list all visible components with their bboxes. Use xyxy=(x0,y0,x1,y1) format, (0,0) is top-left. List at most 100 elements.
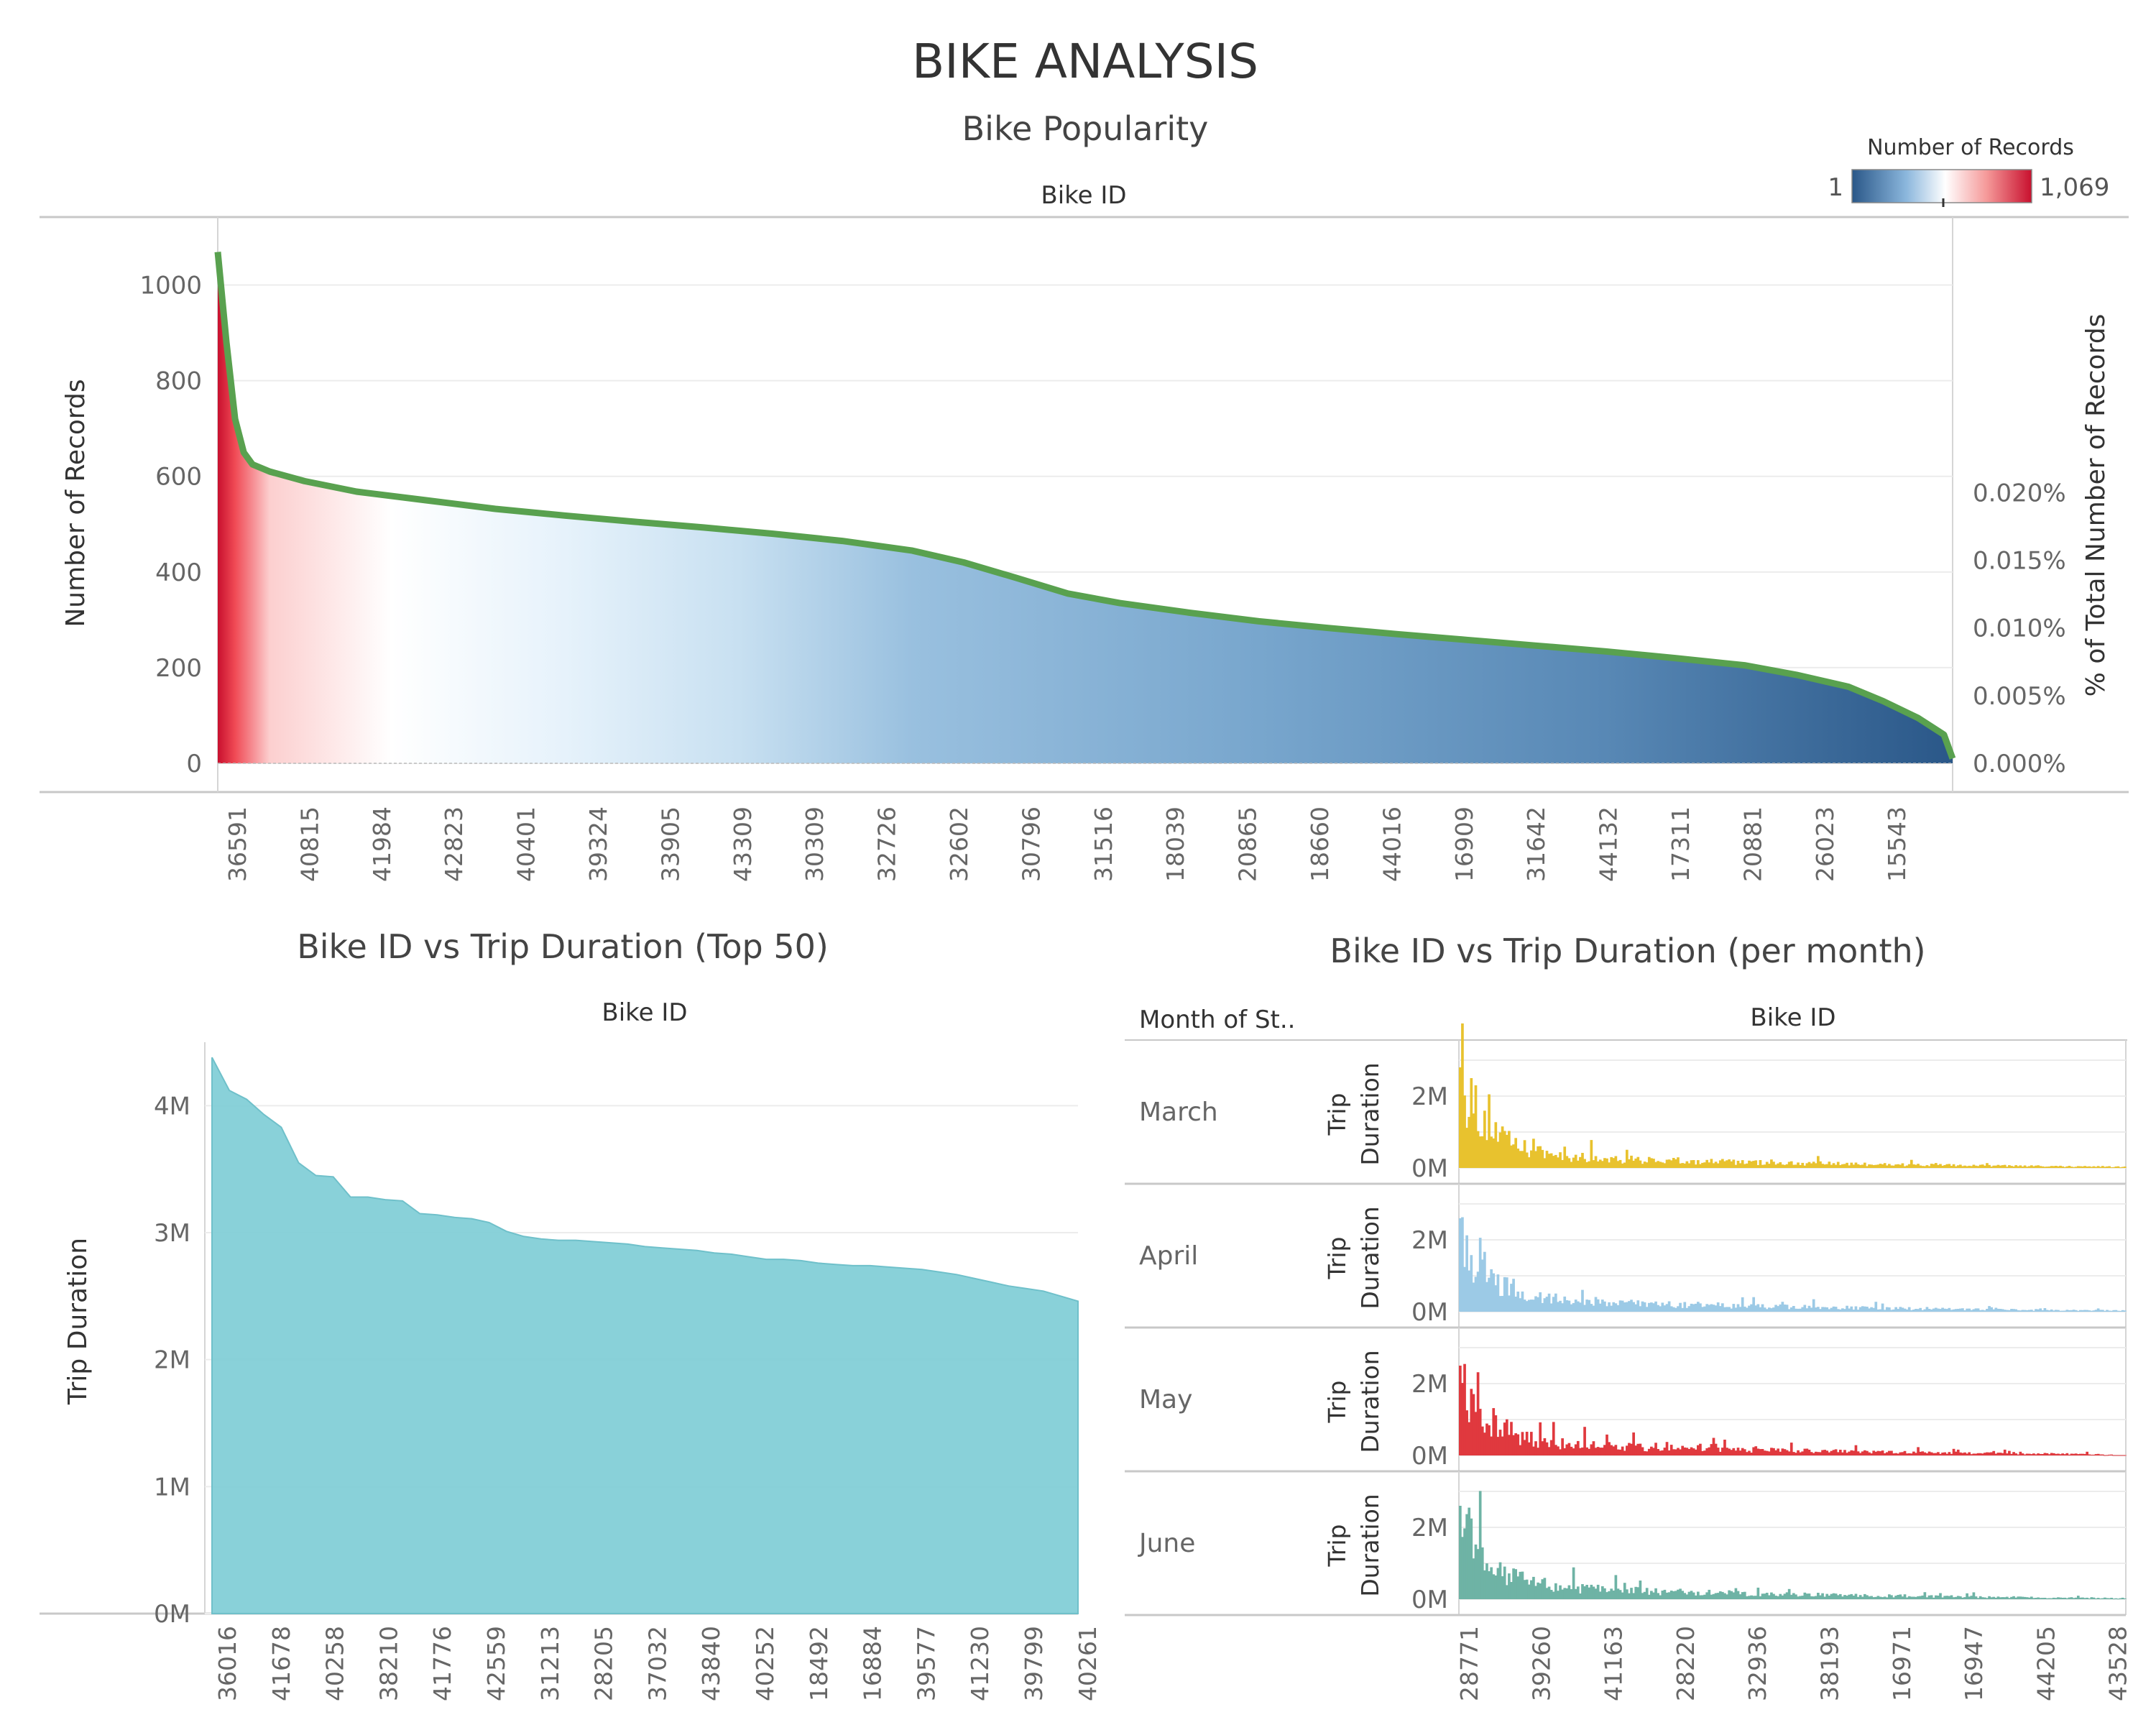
per-month-bar xyxy=(1992,1450,1996,1455)
per-month-bar xyxy=(1917,1309,1920,1312)
per-month-bar xyxy=(1557,1446,1560,1455)
per-month-bar xyxy=(1925,1165,1929,1168)
legend-min-label: 1 xyxy=(1828,173,1843,202)
per-month-bar xyxy=(1716,1302,1720,1312)
per-month-bar xyxy=(1986,1452,1989,1455)
per-month-bar xyxy=(2030,1454,2033,1455)
popularity-x-tick: 39324 xyxy=(584,806,612,882)
per-month-bar xyxy=(1603,1301,1606,1312)
per-month-bar xyxy=(1912,1451,1915,1455)
per-month-bar xyxy=(1846,1453,1848,1455)
per-month-bar xyxy=(2104,1310,2106,1312)
per-month-bar xyxy=(1930,1164,1933,1168)
per-month-bar xyxy=(1505,1134,1508,1168)
per-month-bar xyxy=(1843,1595,1846,1599)
per-month-bar xyxy=(2063,1597,2067,1599)
per-month-bar xyxy=(1888,1164,1891,1168)
per-month-bar xyxy=(1925,1597,1929,1599)
per-month-bar xyxy=(1472,1282,1475,1312)
per-month-bar xyxy=(1643,1591,1646,1599)
per-month-bar xyxy=(1899,1164,1902,1168)
per-month-bar xyxy=(1576,1440,1580,1455)
per-month-bar xyxy=(1585,1447,1589,1455)
per-month-bar xyxy=(1968,1452,1971,1455)
per-month-bar xyxy=(2035,1165,2037,1168)
per-month-bar xyxy=(1872,1450,1876,1455)
per-month-bar xyxy=(1819,1452,1822,1455)
per-month-bar xyxy=(1639,1306,1642,1312)
per-month-bar xyxy=(1505,1419,1508,1455)
per-month-bar xyxy=(1885,1597,1889,1599)
per-month-bar xyxy=(1708,1447,1711,1455)
per-month-bar xyxy=(2047,1454,2051,1455)
per-month-bar xyxy=(1961,1597,1964,1599)
per-month-bar xyxy=(1721,1448,1724,1455)
per-month-bar xyxy=(1848,1594,1851,1599)
per-month-bar xyxy=(1803,1448,1807,1455)
per-month-bar xyxy=(1937,1308,1940,1312)
per-month-bar xyxy=(1945,1596,1949,1599)
per-month-bar xyxy=(1823,1164,1826,1168)
per-month-bar xyxy=(1634,1586,1638,1599)
per-month-bar xyxy=(2005,1596,2009,1599)
per-month-bar xyxy=(1970,1310,1973,1312)
per-month-y-axis-title-line2: Duration xyxy=(1356,1062,1384,1165)
per-month-bar xyxy=(1716,1163,1720,1168)
per-month-bar xyxy=(1549,1440,1553,1455)
per-month-bar xyxy=(2021,1596,2024,1599)
per-month-bar xyxy=(1699,1443,1702,1455)
per-month-bar xyxy=(1654,1443,1657,1455)
per-month-bar xyxy=(1801,1596,1805,1599)
per-month-bar xyxy=(1581,1289,1584,1312)
per-month-bar xyxy=(1746,1307,1749,1312)
per-month-bar xyxy=(1541,1149,1544,1168)
per-month-bar xyxy=(1572,1567,1575,1599)
per-month-bar xyxy=(1521,1571,1524,1599)
per-month-bar xyxy=(1879,1596,1882,1599)
per-month-bar xyxy=(1821,1307,1824,1312)
popularity-x-tick: 36591 xyxy=(224,806,252,882)
per-month-bar xyxy=(2021,1310,2024,1312)
per-month-bar xyxy=(1741,1160,1744,1168)
per-month-bar xyxy=(2032,1453,2035,1455)
per-month-bar xyxy=(1774,1305,1777,1312)
per-month-bar xyxy=(1767,1164,1771,1168)
per-month-bar xyxy=(1834,1307,1838,1312)
popularity-x-tick: 16909 xyxy=(1450,806,1478,882)
per-month-bar xyxy=(1663,1448,1667,1455)
per-month-bar xyxy=(1463,1095,1466,1168)
per-month-bar xyxy=(1712,1438,1715,1455)
per-month-bar xyxy=(1905,1165,1909,1168)
per-month-row: May Trip Duration 0M 2M xyxy=(1125,1328,2127,1473)
per-month-bar xyxy=(1708,1305,1711,1312)
per-month-bar xyxy=(1856,1451,1860,1455)
per-month-bar xyxy=(2072,1598,2076,1599)
per-month-bar xyxy=(1714,1162,1718,1168)
per-month-bar xyxy=(1669,1591,1673,1599)
per-month-bar xyxy=(1801,1162,1805,1168)
per-month-bar xyxy=(1708,1162,1711,1168)
per-month-bar xyxy=(1718,1591,1722,1599)
per-month-bar xyxy=(1746,1452,1749,1455)
per-month-bar xyxy=(1537,1448,1539,1455)
popularity-y-tick: 800 xyxy=(155,367,202,396)
per-month-bar xyxy=(1501,1576,1504,1599)
per-month-bar xyxy=(1945,1453,1949,1455)
popularity-x-tick: 40401 xyxy=(512,806,540,882)
per-month-bar xyxy=(1696,1591,1700,1599)
per-month-bar xyxy=(1876,1450,1880,1455)
per-month-bar xyxy=(1819,1595,1822,1599)
per-month-bar xyxy=(1592,1160,1595,1168)
per-month-bar xyxy=(2063,1167,2067,1168)
per-month-bar xyxy=(1823,1596,1826,1599)
per-month-bar xyxy=(2017,1166,2020,1168)
per-month-bar xyxy=(2088,1310,2091,1312)
per-month-bar xyxy=(1856,1310,1860,1312)
per-month-bar xyxy=(1767,1307,1771,1312)
per-month-bar xyxy=(1508,1131,1511,1168)
per-month-bar xyxy=(1579,1593,1582,1599)
per-month-bar xyxy=(1583,1159,1586,1168)
popularity-x-tick: 31516 xyxy=(1089,806,1118,882)
per-month-bar xyxy=(1952,1164,1955,1168)
per-month-bar xyxy=(1841,1308,1844,1312)
